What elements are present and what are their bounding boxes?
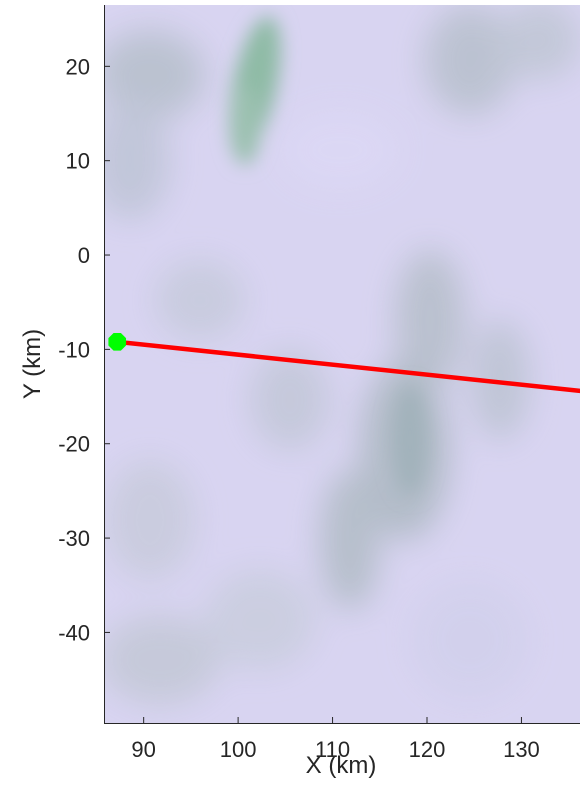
transect-line	[114, 339, 580, 394]
y-tick-label: -20	[58, 432, 90, 457]
series-layer	[114, 339, 580, 394]
y-tick-label: -10	[58, 337, 90, 362]
y-ticks: 20 10 0 -10 -20 -30 -40	[58, 54, 110, 645]
x-tick-label: 130	[503, 737, 540, 762]
y-tick-label: 0	[78, 243, 90, 268]
x-axis-label: X (km)	[306, 752, 377, 779]
y-tick-label: 10	[66, 149, 90, 174]
marker-layer	[108, 333, 127, 351]
x-tick-label: 120	[409, 737, 446, 762]
y-tick-label: -30	[58, 526, 90, 551]
y-tick-label: 20	[66, 54, 90, 79]
x-tick-label: 100	[220, 737, 257, 762]
terrain-background	[104, 5, 580, 723]
y-axis-label: Y (km)	[19, 329, 46, 399]
x-ticks: 90 100 110 120 130	[131, 717, 540, 762]
x-tick-label: 90	[131, 737, 155, 762]
y-tick-label: -40	[58, 620, 90, 645]
x-tick-label: 110	[315, 737, 350, 762]
start-point-marker	[108, 333, 127, 351]
